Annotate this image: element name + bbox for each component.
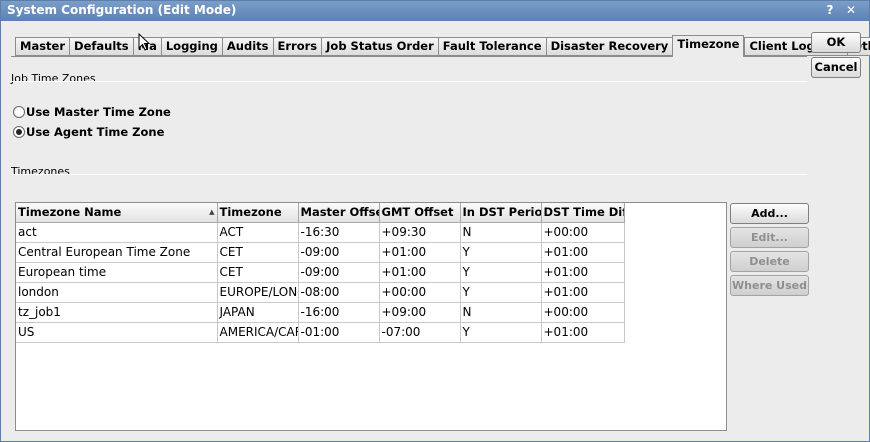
table-row[interactable]: tz_job1 JAPAN -16:00 +09:00 N +00:00	[16, 302, 625, 323]
sort-ascending-icon: ▲	[209, 208, 215, 216]
use-master-time-zone-option[interactable]: Use Master Time Zone	[13, 105, 171, 119]
cell-master-offset: -16:30	[298, 222, 380, 243]
tab-logging[interactable]: Logging	[160, 37, 222, 56]
job-time-zones-label: Job Time Zones	[11, 72, 96, 85]
cell-dst-time-diff: +01:00	[541, 322, 625, 343]
cell-master-offset: -08:00	[298, 282, 380, 303]
cell-master-offset: -09:00	[298, 242, 380, 263]
cell-dst-time-diff: +00:00	[541, 222, 625, 243]
table-header-row: Timezone Name▲ Timezone Master Offset GM…	[16, 203, 625, 223]
column-header-timezone[interactable]: Timezone	[217, 203, 299, 223]
delete-button[interactable]: Delete	[730, 251, 809, 272]
title-bar[interactable]: System Configuration (Edit Mode) ? ✕	[1, 1, 869, 21]
column-header-gmt-offset[interactable]: GMT Offset	[379, 203, 461, 223]
cell-gmt-offset: +00:00	[379, 282, 461, 303]
cell-gmt-offset: +09:30	[379, 222, 461, 243]
cell-timezone: CET	[217, 242, 299, 263]
tab-divider	[11, 56, 807, 57]
timezones-divider	[11, 174, 807, 175]
cell-timezone: JAPAN	[217, 302, 299, 323]
cancel-button[interactable]: Cancel	[811, 57, 861, 78]
tab-defaults[interactable]: Defaults	[69, 37, 133, 56]
cell-in-dst-period: Y	[460, 262, 542, 283]
table-row[interactable]: Central European Time Zone CET -09:00 +0…	[16, 242, 625, 263]
table-row[interactable]: act ACT -16:30 +09:30 N +00:00	[16, 222, 625, 243]
tab-errors[interactable]: Errors	[272, 37, 322, 56]
table-row[interactable]: US AMERICA/CARACAS -01:00 -07:00 Y +01:0…	[16, 322, 625, 343]
column-header-master-offset[interactable]: Master Offset	[298, 203, 380, 223]
cell-in-dst-period: Y	[460, 322, 542, 343]
cell-timezone-name: london	[16, 282, 218, 303]
column-header-dst-time-diff[interactable]: DST Time Diff	[541, 203, 625, 223]
cell-gmt-offset: +01:00	[379, 262, 461, 283]
radio-master-time-zone[interactable]	[13, 106, 25, 118]
cell-in-dst-period: N	[460, 302, 542, 323]
use-agent-time-zone-option[interactable]: Use Agent Time Zone	[13, 125, 164, 139]
cell-timezone-name: European time	[16, 262, 218, 283]
column-header-in-dst-period[interactable]: In DST Period	[460, 203, 542, 223]
cell-master-offset: -16:00	[298, 302, 380, 323]
cell-dst-time-diff: +00:00	[541, 302, 625, 323]
edit-button[interactable]: Edit...	[730, 227, 809, 248]
cell-gmt-offset: +09:00	[379, 302, 461, 323]
cell-in-dst-period: Y	[460, 242, 542, 263]
tab-audits[interactable]: Audits	[221, 37, 273, 56]
cell-in-dst-period: Y	[460, 282, 542, 303]
cell-timezone-name: US	[16, 322, 218, 343]
cell-dst-time-diff: +01:00	[541, 242, 625, 263]
where-used-button[interactable]: Where Used	[730, 275, 809, 296]
cell-timezone-name: tz_job1	[16, 302, 218, 323]
timezones-table[interactable]: Timezone Name▲ Timezone Master Offset GM…	[15, 202, 727, 431]
help-icon[interactable]: ?	[826, 3, 834, 17]
cell-timezone: ACT	[217, 222, 299, 243]
use-agent-time-zone-label: Use Agent Time Zone	[26, 125, 165, 139]
cell-timezone-name: Central European Time Zone	[16, 242, 218, 263]
cell-dst-time-diff: +01:00	[541, 282, 625, 303]
cell-timezone: AMERICA/CARACAS	[217, 322, 299, 343]
tab-master[interactable]: Master	[15, 37, 70, 56]
cell-timezone-name: act	[16, 222, 218, 243]
cell-timezone: CET	[217, 262, 299, 283]
cell-master-offset: -01:00	[298, 322, 380, 343]
use-master-time-zone-label: Use Master Time Zone	[26, 105, 171, 119]
tab-timezone[interactable]: Timezone	[672, 35, 745, 57]
tab-job-status-order[interactable]: Job Status Order	[321, 37, 438, 56]
close-icon[interactable]: ✕	[845, 3, 857, 17]
table-row[interactable]: European time CET -09:00 +01:00 Y +01:00	[16, 262, 625, 283]
timezones-label: Timezones	[11, 165, 70, 178]
add-button[interactable]: Add...	[730, 203, 809, 224]
cell-timezone: EUROPE/LONDON	[217, 282, 299, 303]
window-title: System Configuration (Edit Mode)	[7, 3, 237, 17]
column-header-timezone-name[interactable]: Timezone Name ▲	[16, 203, 218, 223]
radio-agent-time-zone[interactable]	[13, 126, 25, 138]
cell-gmt-offset: +01:00	[379, 242, 461, 263]
cell-gmt-offset: -07:00	[379, 322, 461, 343]
cell-in-dst-period: N	[460, 222, 542, 243]
cell-dst-time-diff: +01:00	[541, 262, 625, 283]
tab-fault-tolerance[interactable]: Fault Tolerance	[437, 37, 546, 56]
mouse-pointer-icon	[138, 33, 150, 51]
ok-button[interactable]: OK	[811, 32, 861, 53]
tab-disaster-recovery[interactable]: Disaster Recovery	[545, 37, 673, 56]
job-time-zones-divider	[11, 81, 807, 82]
cell-master-offset: -09:00	[298, 262, 380, 283]
table-row[interactable]: london EUROPE/LONDON -08:00 +00:00 Y +01…	[16, 282, 625, 303]
